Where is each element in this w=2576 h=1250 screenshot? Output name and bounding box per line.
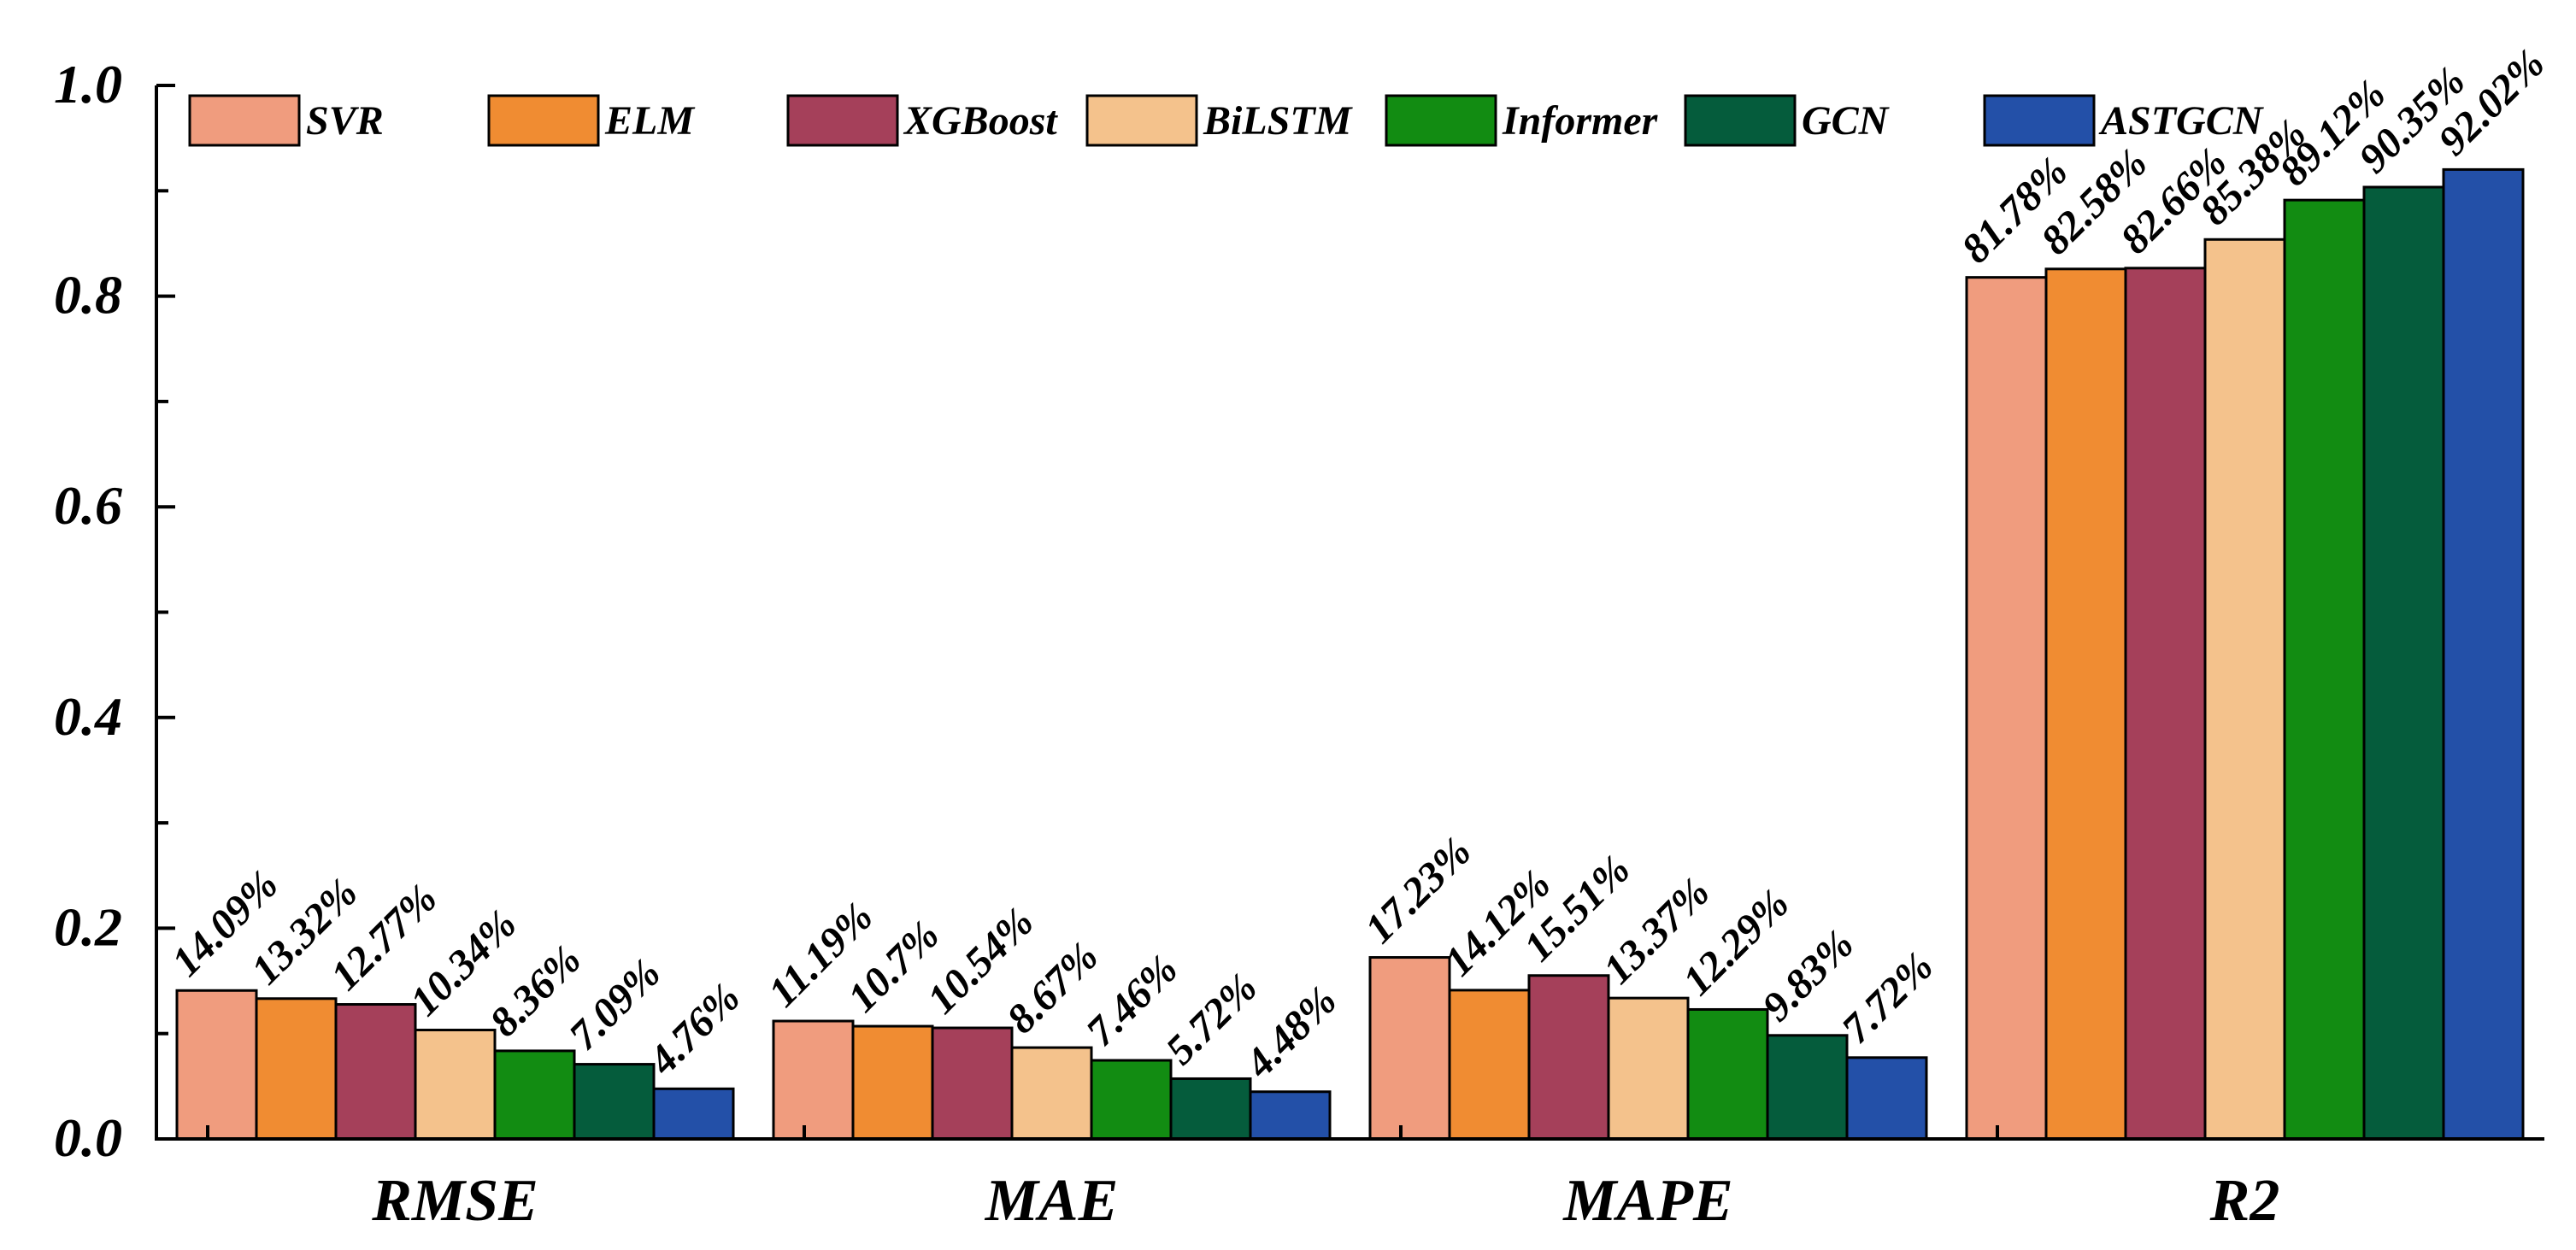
bar-elm-rmse — [255, 997, 338, 1141]
bar-informer-rmse — [493, 1049, 576, 1141]
bar-gcn-mape — [1766, 1034, 1849, 1141]
bar-elm-r2 — [2044, 267, 2127, 1141]
legend-swatch-xgboost — [786, 94, 899, 147]
bar-astgcn-mae — [1249, 1090, 1332, 1141]
bar-svr-mape — [1368, 956, 1451, 1141]
bar-informer-r2 — [2283, 198, 2366, 1141]
bar-svr-r2 — [1965, 276, 2048, 1141]
legend-label-elm: ELM — [604, 98, 696, 144]
bar-gcn-rmse — [573, 1063, 656, 1141]
y-tick-label: 0.8 — [54, 265, 122, 326]
bar-bilstm-r2 — [2203, 238, 2286, 1141]
legend-label-gcn: GCN — [1802, 98, 1891, 144]
x-category-label-mape: MAPE — [1562, 1168, 1732, 1234]
x-category-label-r2: R2 — [2209, 1168, 2280, 1234]
legend-label-informer: Informer — [1502, 98, 1659, 144]
bar-elm-mape — [1448, 989, 1531, 1141]
legend-swatch-svr — [188, 94, 301, 147]
y-tick-label: 1.0 — [54, 54, 122, 114]
bar-informer-mae — [1090, 1059, 1173, 1141]
bar-astgcn-rmse — [652, 1087, 735, 1141]
bar-svr-mae — [772, 1019, 855, 1141]
bar-bilstm-rmse — [414, 1029, 497, 1141]
legend-label-astgcn: ASTGCN — [2098, 98, 2265, 144]
legend: SVR ELM XGBoost BiLSTM Informer GCN ASTGCN — [188, 94, 2265, 147]
bar-astgcn-r2 — [2442, 167, 2525, 1141]
axes-layer: 0.0 0.2 0.4 0.6 0.8 1.0 RMSE MAE MAPE R2 — [54, 54, 2544, 1234]
bar-bilstm-mape — [1607, 996, 1690, 1141]
legend-label-bilstm: BiLSTM — [1203, 98, 1354, 144]
bar-informer-mape — [1686, 1007, 1769, 1141]
y-tick-label: 0.4 — [54, 686, 122, 747]
bar-xgboost-mape — [1527, 974, 1610, 1141]
bar-xgboost-r2 — [2124, 267, 2207, 1141]
y-tick-label: 0.6 — [54, 475, 122, 536]
legend-swatch-informer — [1385, 94, 1497, 147]
legend-swatch-bilstm — [1085, 94, 1198, 147]
bar-astgcn-mape — [1845, 1056, 1928, 1141]
bars-layer — [175, 167, 2525, 1141]
legend-swatch-elm — [487, 94, 600, 147]
bar-bilstm-mae — [1010, 1046, 1093, 1141]
bar-elm-mae — [851, 1024, 934, 1141]
y-tick-label: 0.0 — [54, 1107, 122, 1168]
bar-gcn-r2 — [2362, 185, 2445, 1141]
legend-label-svr: SVR — [306, 98, 384, 144]
x-category-label-rmse: RMSE — [371, 1168, 538, 1234]
bar-gcn-mae — [1169, 1077, 1252, 1141]
x-category-label-mae: MAE — [985, 1168, 1119, 1234]
bar-svr-rmse — [175, 989, 258, 1141]
bar-xgboost-mae — [931, 1026, 1014, 1141]
legend-swatch-astgcn — [1983, 94, 2096, 147]
y-tick-label: 0.2 — [54, 896, 122, 957]
legend-swatch-gcn — [1684, 94, 1797, 147]
legend-label-xgboost: XGBoost — [903, 98, 1058, 144]
bar-xgboost-rmse — [334, 1003, 417, 1141]
